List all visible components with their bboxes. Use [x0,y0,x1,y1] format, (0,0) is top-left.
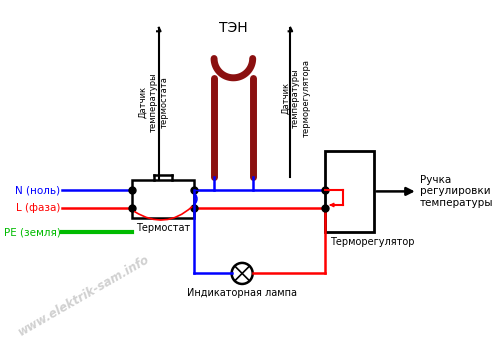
Text: ТЭН: ТЭН [219,21,248,35]
Text: Ручка
регулировки
температуры: Ручка регулировки температуры [420,175,494,208]
Text: www.elektrik-sam.info: www.elektrik-sam.info [16,252,152,338]
Text: Индикаторная лампа: Индикаторная лампа [187,288,297,298]
Text: Датчик
температуры
термостата: Датчик температуры термостата [138,72,168,132]
Text: N (ноль): N (ноль) [16,185,60,195]
Text: Терморегулятор: Терморегулятор [330,237,414,247]
Bar [326,151,374,232]
Text: Датчик
температуры
терморегулятора: Датчик температуры терморегулятора [281,59,310,137]
Bar [132,180,194,218]
Text: PE (земля): PE (земля) [4,227,60,237]
Text: Термостат: Термостат [136,222,190,232]
Text: L (фаза): L (фаза) [16,203,60,213]
